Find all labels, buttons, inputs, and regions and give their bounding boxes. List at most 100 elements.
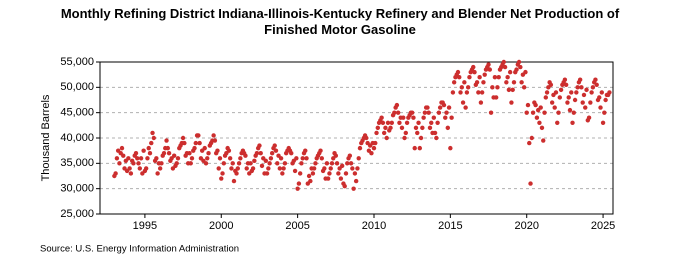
y-tick-label: 50,000: [60, 81, 94, 93]
data-point: [250, 166, 256, 171]
data-point: [402, 135, 407, 141]
data-point: [457, 75, 462, 80]
data-point: [509, 100, 514, 105]
data-point: [521, 85, 527, 90]
data-point: [490, 85, 495, 90]
data-point: [244, 166, 249, 171]
y-tick-label: 30,000: [60, 183, 94, 195]
data-point: [525, 102, 531, 108]
data-point: [549, 100, 555, 105]
data-point: [577, 77, 583, 82]
data-point: [269, 151, 275, 156]
data-point: [474, 80, 480, 85]
data-point: [395, 110, 401, 115]
data-point: [333, 153, 339, 158]
data-point: [278, 156, 284, 161]
data-point: [135, 156, 140, 161]
data-point: [586, 115, 592, 120]
data-point: [277, 166, 283, 171]
data-point: [127, 166, 132, 171]
data-point: [588, 100, 593, 105]
data-point: [350, 166, 355, 171]
data-point: [133, 151, 139, 156]
data-point: [496, 75, 501, 80]
data-point: [570, 120, 575, 126]
data-point: [171, 153, 177, 158]
data-point: [235, 166, 241, 171]
data-point: [351, 186, 356, 191]
data-point: [555, 120, 560, 126]
data-point: [429, 120, 434, 126]
y-tick-label: 55,000: [60, 56, 94, 68]
data-point: [538, 105, 543, 110]
data-point: [231, 178, 237, 184]
data-point: [216, 166, 221, 171]
data-point: [197, 140, 202, 146]
data-point: [479, 90, 485, 95]
data-point: [339, 163, 345, 169]
data-point: [143, 166, 149, 171]
data-point: [150, 130, 155, 136]
data-point: [308, 178, 313, 184]
data-point: [257, 143, 262, 148]
data-point: [418, 135, 424, 141]
data-point: [243, 153, 248, 158]
data-point: [600, 120, 606, 126]
data-point: [356, 156, 361, 161]
x-tick-label: 2020: [514, 220, 538, 232]
y-axis-label: Thousand Barrels: [40, 94, 52, 181]
data-point: [121, 153, 126, 158]
data-point: [581, 92, 587, 98]
data-point: [434, 135, 439, 141]
data-point: [259, 163, 265, 169]
data-point: [415, 130, 420, 136]
data-point: [254, 151, 260, 156]
data-point: [157, 166, 163, 171]
data-point: [252, 158, 257, 163]
data-point: [502, 64, 508, 70]
data-point: [465, 85, 471, 90]
data-point: [516, 59, 522, 65]
data-point: [602, 110, 607, 115]
data-point: [267, 161, 272, 166]
data-point: [504, 80, 509, 85]
data-point: [422, 110, 428, 115]
data-point: [553, 90, 559, 95]
data-point: [556, 110, 561, 115]
data-point: [141, 148, 146, 153]
data-point: [421, 115, 426, 120]
data-point: [193, 140, 199, 146]
data-point: [481, 80, 486, 85]
data-point: [229, 166, 234, 171]
data-point: [165, 145, 171, 151]
data-point: [192, 145, 197, 151]
data-point: [594, 82, 599, 88]
data-point: [486, 62, 491, 67]
data-point: [436, 110, 442, 115]
data-point: [404, 120, 410, 126]
data-point: [401, 115, 406, 120]
data-point: [369, 151, 374, 156]
data-point: [427, 125, 433, 131]
data-point: [220, 171, 225, 176]
data-point: [492, 75, 498, 80]
data-point: [383, 125, 388, 131]
data-point: [196, 133, 201, 138]
data-point: [446, 105, 452, 110]
data-point: [495, 85, 500, 90]
data-point: [136, 161, 141, 166]
data-point: [180, 135, 186, 141]
data-point: [146, 145, 151, 151]
data-point: [357, 145, 363, 151]
data-point: [413, 125, 419, 131]
data-point: [518, 64, 523, 70]
data-point: [322, 166, 327, 171]
data-point: [206, 151, 211, 156]
data-point: [295, 186, 300, 191]
data-point: [371, 145, 377, 151]
data-point: [478, 100, 484, 105]
data-point: [294, 156, 299, 161]
data-point: [128, 171, 134, 176]
data-point: [313, 161, 318, 166]
data-point: [355, 166, 360, 171]
